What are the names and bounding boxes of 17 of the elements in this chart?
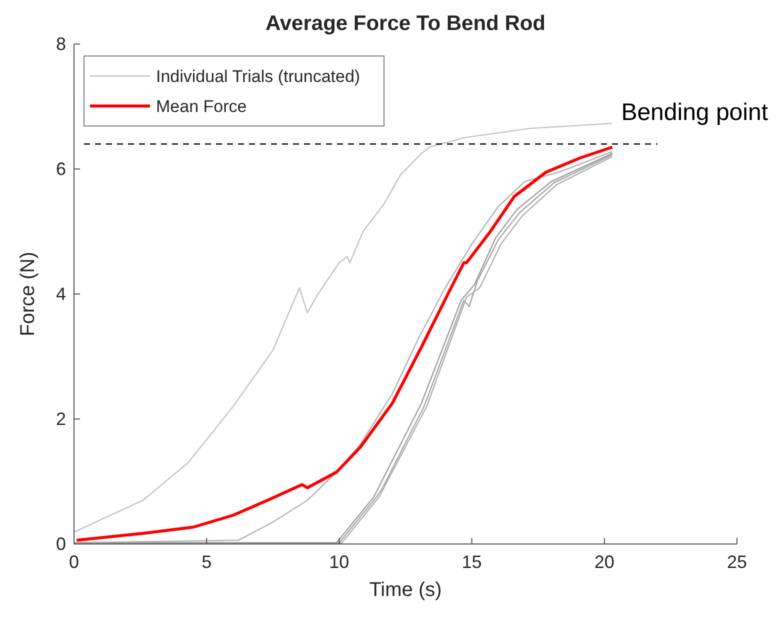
x-tick-label: 5 [202, 552, 212, 572]
y-tick-label: 6 [56, 159, 66, 179]
y-axis-title: Force (N) [17, 252, 39, 336]
x-tick-label: 15 [462, 552, 482, 572]
x-tick-label: 25 [726, 552, 748, 572]
y-tick-label: 8 [56, 34, 66, 54]
x-tick-label: 20 [594, 552, 614, 572]
ref-line-label: Bending point [621, 99, 768, 126]
y-tick-label: 4 [56, 284, 66, 304]
chart-title: Average Force To Bend Rod [265, 12, 546, 35]
y-tick-label: 2 [56, 409, 66, 429]
legend-label: Individual Trials (truncated) [156, 67, 360, 86]
y-tick-label: 0 [56, 534, 66, 554]
x-tick-label: 10 [329, 552, 350, 572]
x-tick-label: 0 [68, 552, 80, 572]
x-axis-title: Time (s) [369, 579, 442, 601]
legend-label: Mean Force [156, 97, 247, 116]
